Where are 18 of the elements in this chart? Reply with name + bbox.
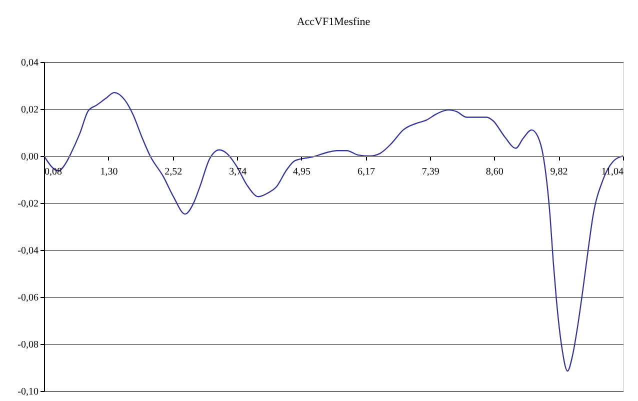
x-tick-label: 1,30: [100, 166, 118, 178]
x-tick-label: 6,17: [357, 166, 375, 178]
x-tick-label: 2,52: [164, 166, 182, 178]
y-tick-label: -0,02: [18, 198, 38, 210]
x-tick-label: 9,82: [550, 166, 568, 178]
y-tick-label: 0,00: [21, 152, 38, 162]
chart-title: AccVF1Mesfine: [296, 16, 370, 28]
y-tick-label: -0,04: [18, 246, 38, 256]
x-tick-label: 4,95: [293, 166, 311, 178]
y-tick-label: 0,02: [21, 104, 38, 116]
y-tick-label: -0,06: [18, 292, 38, 304]
x-tick-label: 0,08: [44, 166, 62, 178]
y-tick-label: 0,04: [21, 58, 38, 68]
line-series: [44, 92, 623, 372]
y-tick-label: -0,10: [18, 386, 38, 398]
x-tick-label: 8,60: [486, 166, 504, 178]
y-tick-label: -0,08: [18, 340, 38, 350]
x-tick-label: 7,39: [422, 166, 440, 178]
